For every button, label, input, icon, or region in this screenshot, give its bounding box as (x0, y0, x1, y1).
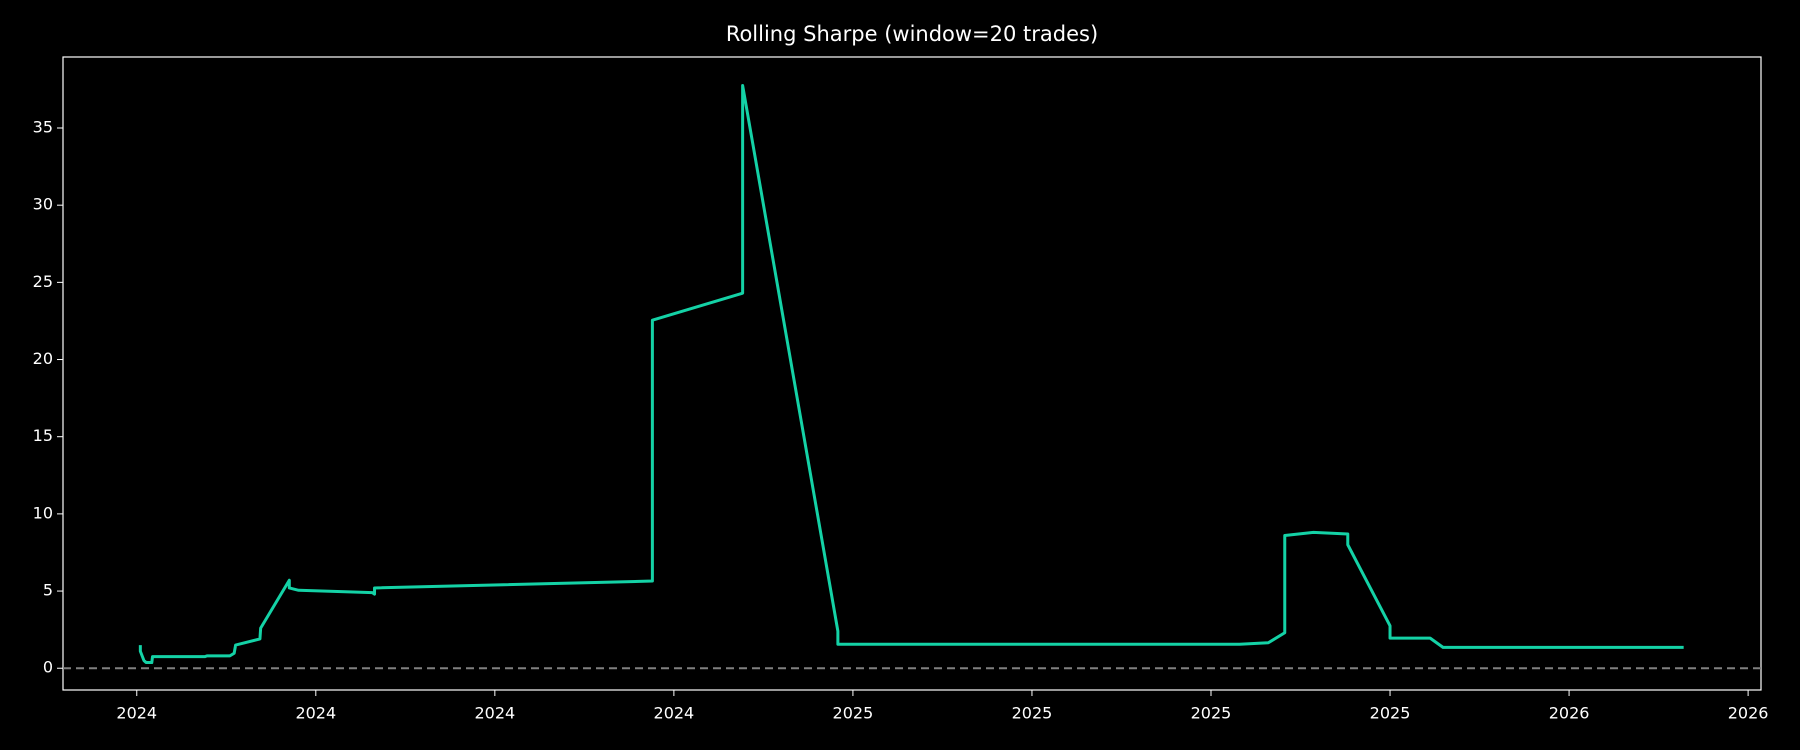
x-tick-label: 2025 (1370, 704, 1411, 723)
y-tick-label: 15 (33, 426, 53, 445)
axes-frame (62, 56, 1762, 691)
x-tick-label: 2024 (474, 704, 515, 723)
y-tick-label: 20 (33, 349, 53, 368)
chart-title: Rolling Sharpe (window=20 trades) (726, 22, 1098, 46)
x-tick-label: 2026 (1549, 704, 1590, 723)
y-tick-label: 25 (33, 272, 53, 291)
y-tick-label: 30 (33, 195, 53, 214)
y-tick-label: 5 (43, 581, 53, 600)
x-tick-label: 2024 (116, 704, 157, 723)
x-tick-label: 2025 (833, 704, 874, 723)
series-line (138, 84, 1684, 665)
y-tick-label: 10 (33, 503, 53, 522)
x-tick-label: 2024 (295, 704, 336, 723)
x-tick-label: 2026 (1728, 704, 1769, 723)
x-tick-label: 2025 (1191, 704, 1232, 723)
x-tick-label: 2024 (654, 704, 695, 723)
y-tick-label: 0 (43, 658, 53, 677)
y-tick-label: 35 (33, 118, 53, 137)
x-tick-label: 2025 (1012, 704, 1053, 723)
